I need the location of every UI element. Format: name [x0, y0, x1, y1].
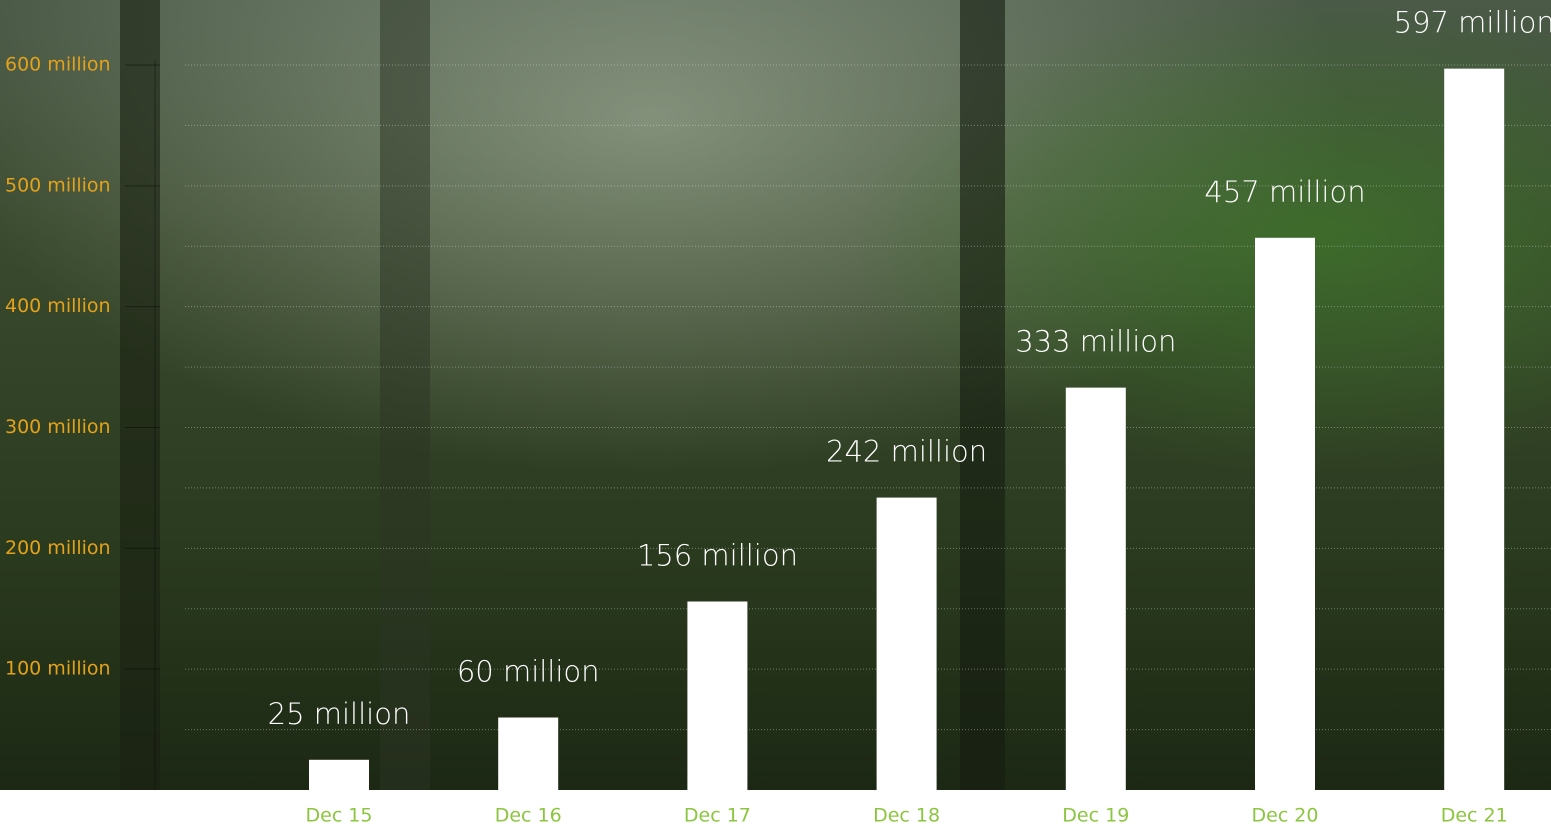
y-tick-label: 200 million	[5, 537, 111, 559]
bar	[876, 497, 937, 790]
value-label: 60 million	[457, 655, 600, 689]
value-label: 25 million	[268, 697, 411, 731]
x-tick-label: Dec 19	[1062, 805, 1129, 827]
bar	[1444, 68, 1505, 790]
value-label: 597 million	[1394, 6, 1551, 40]
y-tick-label: 300 million	[5, 416, 111, 438]
y-tick-label: 400 million	[5, 295, 111, 317]
background-foliage	[0, 0, 1551, 790]
y-tick-label: 600 million	[5, 54, 111, 76]
x-tick-label: Dec 18	[873, 805, 940, 827]
value-label: 242 million	[826, 435, 987, 469]
y-tick-label: 100 million	[5, 658, 111, 680]
background-trunk	[380, 0, 430, 790]
bar	[687, 601, 748, 790]
background-trunk	[960, 0, 1005, 790]
x-tick-label: Dec 17	[684, 805, 751, 827]
bar	[1255, 237, 1315, 790]
x-tick-label: Dec 16	[495, 805, 562, 827]
x-tick-label: Dec 15	[306, 805, 373, 827]
value-label: 156 million	[637, 539, 798, 573]
value-label: 457 million	[1204, 175, 1365, 209]
background-trunk	[120, 0, 160, 790]
bar	[1065, 387, 1126, 790]
value-label: 333 million	[1015, 325, 1176, 359]
y-tick-label: 500 million	[5, 174, 111, 196]
x-tick-label: Dec 21	[1441, 805, 1508, 827]
bar	[498, 717, 559, 790]
bar	[309, 759, 369, 790]
x-tick-label: Dec 20	[1252, 805, 1319, 827]
